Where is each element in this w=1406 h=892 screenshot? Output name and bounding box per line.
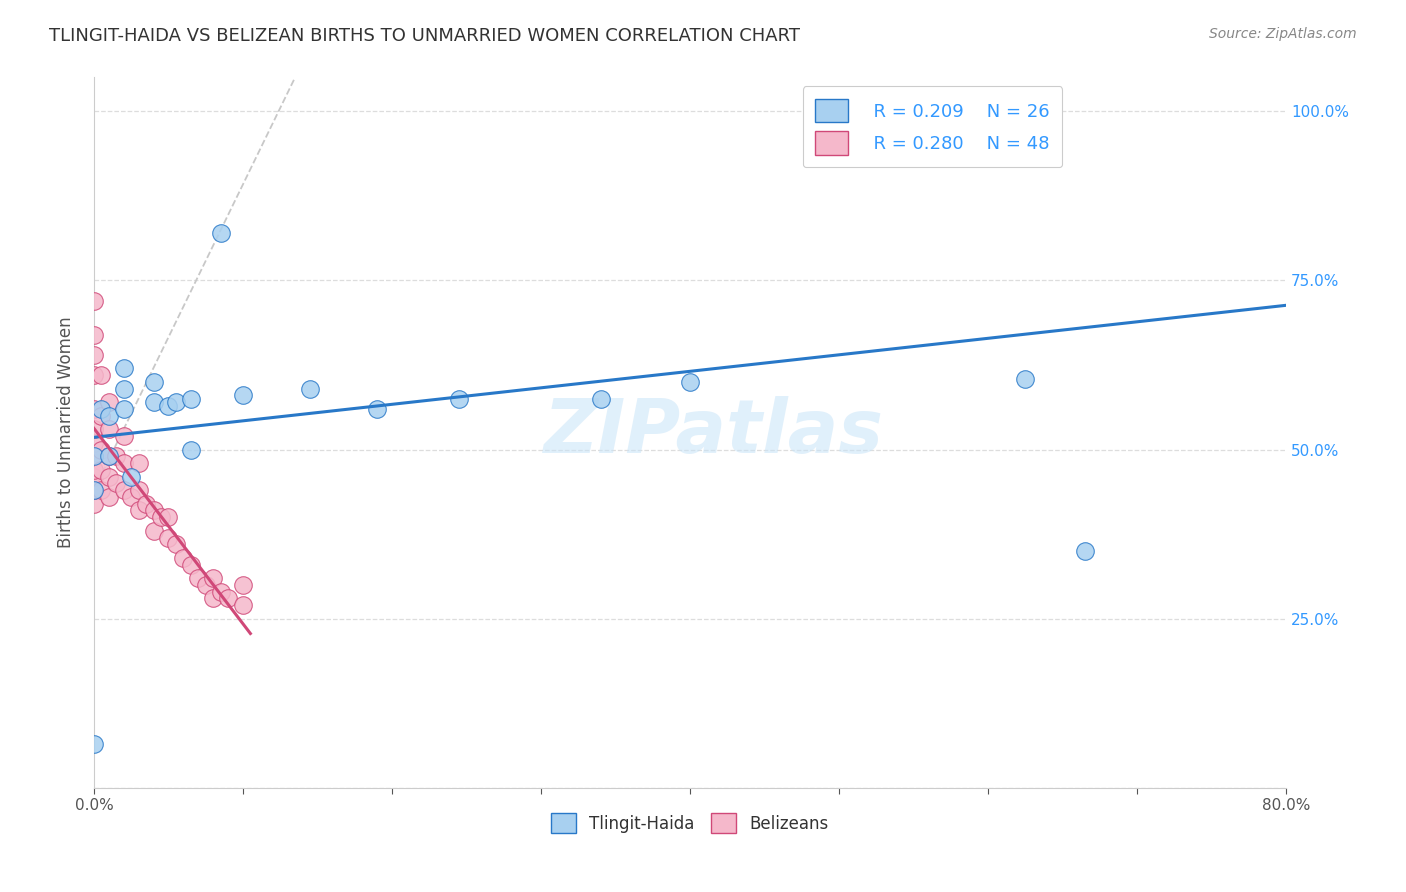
Point [1074, 544, 1097, 558]
Point [97, 450, 120, 464]
Point [366, 401, 388, 416]
Point [90, 483, 112, 497]
Point [165, 395, 187, 409]
Point [97, 490, 120, 504]
Point [112, 382, 135, 396]
Point [1334, 104, 1357, 119]
Point [128, 483, 150, 497]
Point [83, 348, 105, 362]
Point [142, 524, 165, 538]
Point [149, 510, 172, 524]
Point [112, 429, 135, 443]
Point [120, 469, 142, 483]
Point [1014, 371, 1036, 385]
Point [202, 591, 225, 606]
Point [83, 737, 105, 751]
Point [112, 456, 135, 470]
Point [83, 435, 105, 450]
Point [83, 497, 105, 511]
Y-axis label: Births to Unmarried Women: Births to Unmarried Women [58, 317, 75, 549]
Point [83, 469, 105, 483]
Point [202, 571, 225, 585]
Point [232, 388, 254, 402]
Point [157, 399, 180, 413]
Point [187, 571, 209, 585]
Text: Source: ZipAtlas.com: Source: ZipAtlas.com [1209, 27, 1357, 41]
Point [83, 422, 105, 436]
Point [97, 450, 120, 464]
Point [83, 483, 105, 497]
Point [172, 550, 194, 565]
Text: ZIPatlas: ZIPatlas [544, 396, 884, 469]
Point [90, 401, 112, 416]
Point [209, 584, 232, 599]
Text: TLINGIT-HAIDA VS BELIZEAN BIRTHS TO UNMARRIED WOMEN CORRELATION CHART: TLINGIT-HAIDA VS BELIZEAN BIRTHS TO UNMA… [49, 27, 800, 45]
Point [142, 395, 165, 409]
Point [589, 392, 612, 406]
Point [180, 442, 202, 457]
Point [120, 490, 142, 504]
Point [447, 392, 470, 406]
Point [209, 226, 232, 240]
Point [83, 327, 105, 342]
Point [83, 463, 105, 477]
Point [83, 293, 105, 308]
Point [112, 401, 135, 416]
Point [97, 422, 120, 436]
Point [90, 409, 112, 423]
Point [298, 382, 321, 396]
Point [194, 578, 217, 592]
Legend: Tlingit-Haida, Belizeans: Tlingit-Haida, Belizeans [541, 803, 839, 844]
Point [105, 450, 128, 464]
Point [83, 368, 105, 383]
Point [128, 503, 150, 517]
Point [90, 442, 112, 457]
Point [232, 598, 254, 612]
Point [232, 578, 254, 592]
Point [83, 401, 105, 416]
Point [83, 483, 105, 497]
Point [128, 456, 150, 470]
Point [112, 483, 135, 497]
Point [142, 503, 165, 517]
Point [83, 450, 105, 464]
Point [112, 361, 135, 376]
Point [105, 476, 128, 491]
Point [165, 537, 187, 551]
Point [217, 591, 239, 606]
Point [142, 375, 165, 389]
Point [97, 409, 120, 423]
Point [180, 558, 202, 572]
Point [97, 395, 120, 409]
Point [157, 531, 180, 545]
Point [97, 469, 120, 483]
Point [135, 497, 157, 511]
Point [679, 375, 702, 389]
Point [180, 392, 202, 406]
Point [157, 510, 180, 524]
Point [90, 368, 112, 383]
Point [90, 463, 112, 477]
Point [83, 450, 105, 464]
